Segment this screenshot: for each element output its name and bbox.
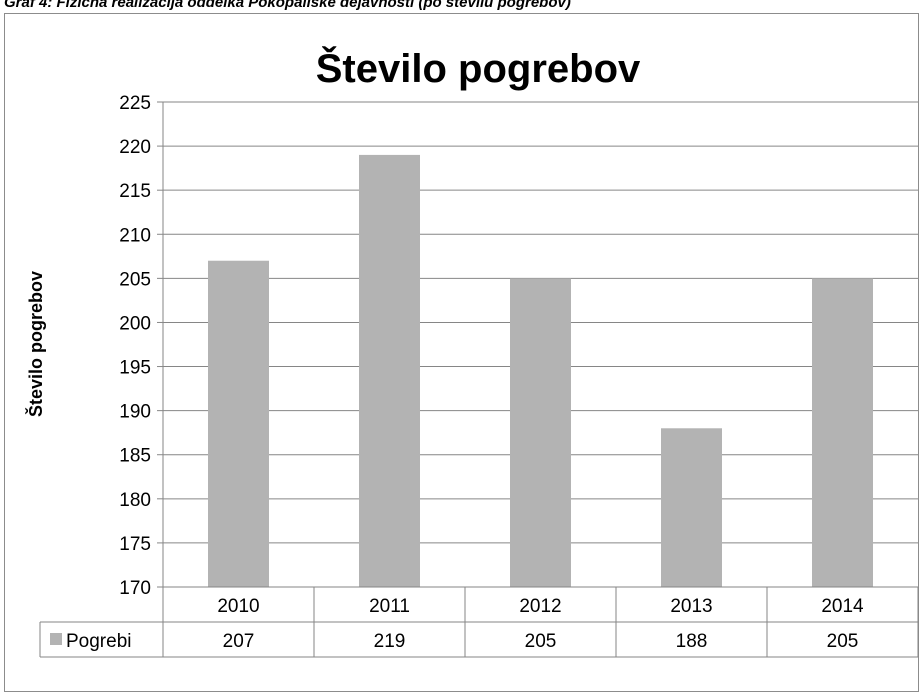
data-label-2012: 205 <box>525 631 557 652</box>
data-label-2013: 188 <box>676 631 708 652</box>
x-tick-label-2014: 2014 <box>821 596 864 617</box>
y-tick-labels: 170 175 180 185 190 195 200 205 210 215 220 225 <box>119 93 151 599</box>
bar-2013 <box>661 428 722 587</box>
y-tick-label-220: 220 <box>119 137 151 158</box>
bar-2011 <box>359 154 420 587</box>
data-table: 2010 207 2011 219 2012 205 2013 188 2014 205 Pogre… <box>39 586 919 658</box>
data-label-2010: 207 <box>223 631 255 652</box>
legend-swatch <box>50 633 62 645</box>
bar-2012 <box>510 278 571 587</box>
chart-title: Število pogrebov <box>316 45 641 91</box>
bars <box>208 154 873 587</box>
figure-caption: Graf 4: Fizična realizacija oddelka Poko… <box>4 0 571 11</box>
bar-2014 <box>812 278 873 587</box>
y-axis-label: Število pogrebov <box>25 271 46 417</box>
y-tick-label-195: 195 <box>119 358 151 379</box>
x-tick-label-2013: 2013 <box>670 596 712 617</box>
y-tick-label-215: 215 <box>119 181 151 202</box>
y-tick-label-190: 190 <box>119 402 151 423</box>
x-tick-label-2012: 2012 <box>519 596 561 617</box>
y-tick-label-175: 175 <box>119 534 151 555</box>
data-label-2011: 219 <box>374 631 406 652</box>
y-tick-label-210: 210 <box>119 225 151 246</box>
y-tick-label-180: 180 <box>119 490 151 511</box>
y-tick-label-185: 185 <box>119 446 151 467</box>
y-tick-label-225: 225 <box>119 93 151 114</box>
bar-2010 <box>208 260 269 587</box>
x-tick-label-2011: 2011 <box>369 596 410 617</box>
legend-series-name: Pogrebi <box>66 631 132 652</box>
y-tick-label-170: 170 <box>119 578 151 599</box>
chart-frame <box>4 13 919 692</box>
data-label-2014: 205 <box>827 631 859 652</box>
y-tick-label-205: 205 <box>119 269 151 290</box>
y-tick-label-200: 200 <box>119 313 151 334</box>
x-tick-label-2010: 2010 <box>217 596 259 617</box>
